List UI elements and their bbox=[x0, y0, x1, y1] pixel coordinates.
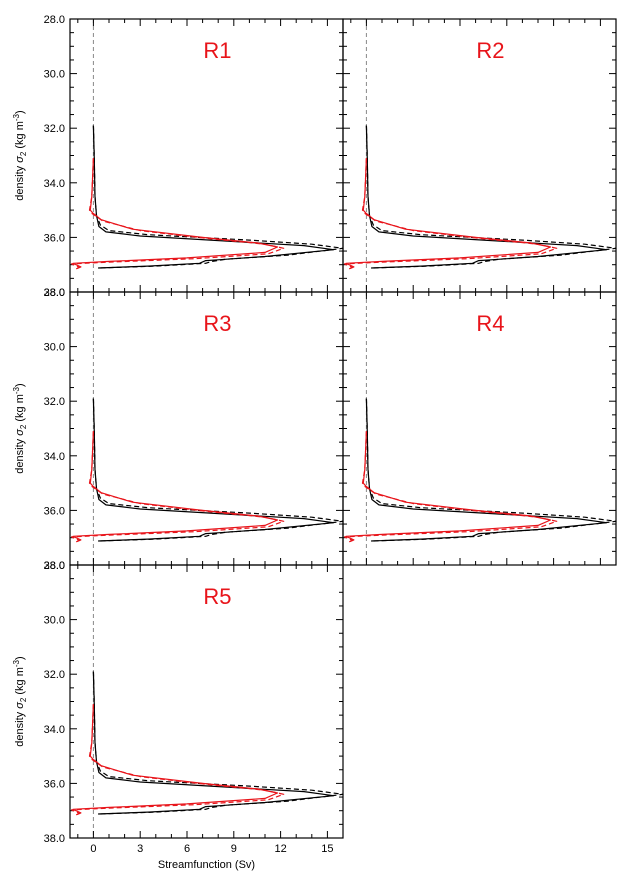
series-line bbox=[71, 431, 285, 544]
x-tick-label: 6 bbox=[184, 843, 190, 855]
y-tick-label: 32.0 bbox=[44, 669, 65, 681]
y-tick-label: 34.0 bbox=[44, 451, 65, 463]
y-tick-label: 28.0 bbox=[44, 287, 65, 299]
series-line bbox=[345, 431, 552, 543]
series-line bbox=[72, 704, 279, 816]
panel-title: R2 bbox=[476, 38, 504, 63]
x-tick-label: 9 bbox=[231, 843, 237, 855]
series-line bbox=[92, 125, 344, 269]
series-line bbox=[92, 398, 344, 542]
series-line bbox=[365, 398, 608, 542]
series-line bbox=[92, 398, 335, 542]
y-tick-label: 38.0 bbox=[44, 560, 65, 572]
series-line bbox=[71, 704, 285, 817]
y-tick-label: 32.0 bbox=[44, 123, 65, 135]
series-line bbox=[345, 158, 552, 270]
x-tick-label: 3 bbox=[137, 843, 143, 855]
y-tick-label: 30.0 bbox=[44, 342, 65, 354]
series-line bbox=[92, 125, 335, 269]
y-tick-label: 30.0 bbox=[44, 69, 65, 81]
series-line bbox=[92, 671, 335, 815]
panel-title: R5 bbox=[203, 584, 231, 609]
series-line bbox=[72, 158, 279, 270]
y-tick-label: 34.0 bbox=[44, 178, 65, 190]
x-tick-label: 15 bbox=[321, 843, 333, 855]
y-tick-label: 38.0 bbox=[44, 833, 65, 845]
x-tick-label: 12 bbox=[274, 843, 286, 855]
panel-title: R1 bbox=[203, 38, 231, 63]
chart-panel-r1: R1 28.0 30.0 32.0 34.0 36.0 38.0 density σ2 (kg… bbox=[12, 14, 344, 299]
series-line bbox=[365, 125, 608, 269]
y-tick-label: 38.0 bbox=[44, 287, 65, 299]
y-axis-title: density σ2 (kg m-3) bbox=[12, 110, 28, 200]
y-tick-label: 34.0 bbox=[44, 724, 65, 736]
y-axis-title: density σ2 (kg m-3) bbox=[12, 383, 28, 473]
chart-panel-r5: R5 28.0 30.0 32.0 34.0 36.0 38.0 density σ2 (kg… bbox=[12, 560, 344, 871]
series-line bbox=[365, 125, 617, 269]
x-tick-label: 0 bbox=[90, 843, 96, 855]
y-tick-label: 36.0 bbox=[44, 778, 65, 790]
series-line bbox=[344, 431, 558, 544]
chart-panel-r4: R4 bbox=[342, 291, 617, 566]
series-line bbox=[344, 158, 558, 271]
series-line bbox=[71, 158, 285, 271]
y-tick-label: 32.0 bbox=[44, 396, 65, 408]
y-tick-label: 28.0 bbox=[44, 560, 65, 572]
y-tick-label: 30.0 bbox=[44, 615, 65, 627]
y-axis-title: density σ2 (kg m-3) bbox=[12, 656, 28, 746]
y-tick-label: 28.0 bbox=[44, 14, 65, 26]
chart-panel-r3: R3 28.0 30.0 32.0 34.0 36.0 38.0 density σ2 (kg… bbox=[12, 287, 344, 572]
series-line bbox=[72, 431, 279, 543]
panel-title: R4 bbox=[476, 311, 504, 336]
series-line bbox=[92, 671, 344, 815]
chart-panel-r2: R2 bbox=[342, 18, 617, 293]
y-tick-label: 36.0 bbox=[44, 232, 65, 244]
panel-title: R3 bbox=[203, 311, 231, 336]
y-tick-label: 36.0 bbox=[44, 505, 65, 517]
series-line bbox=[365, 398, 617, 542]
x-axis-title: Streamfunction (Sv) bbox=[158, 859, 255, 871]
